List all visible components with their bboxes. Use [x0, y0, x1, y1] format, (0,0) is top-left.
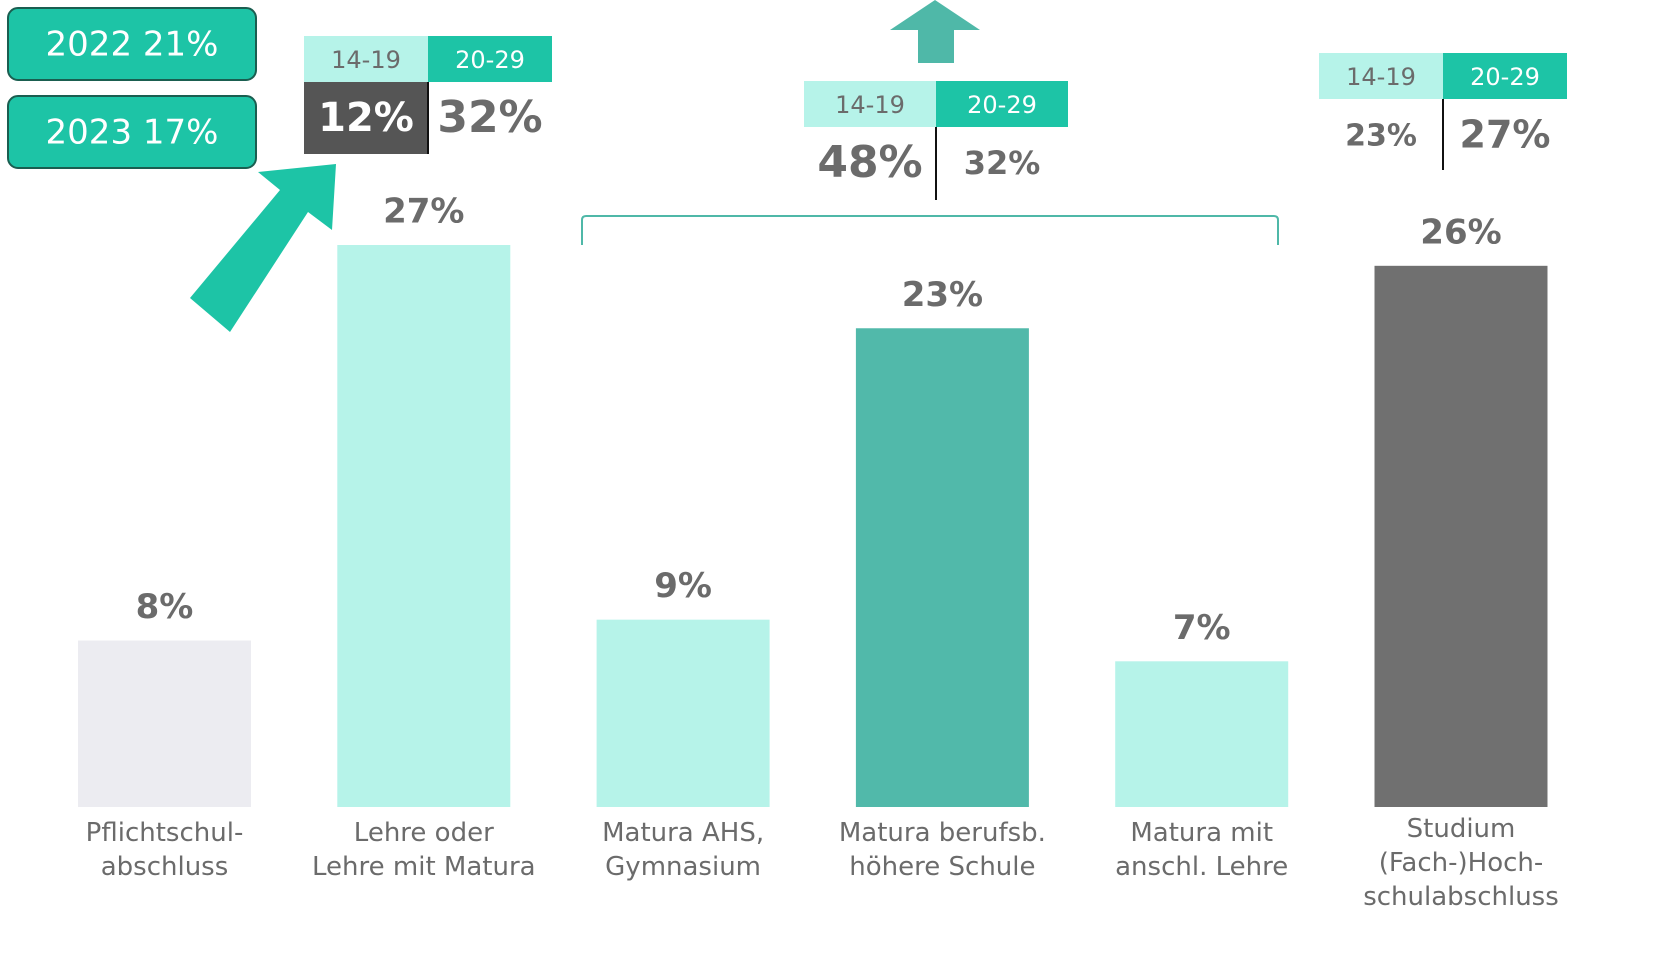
breakdown-value: 27%: [1460, 113, 1551, 157]
header-cell: [1319, 53, 1443, 99]
bracket: [581, 215, 1279, 245]
value-label: 26%: [1420, 212, 1501, 252]
bar: [855, 328, 1029, 807]
legend-box: [7, 95, 257, 169]
breakdown-value: 48%: [817, 137, 922, 188]
highlight-cell: [304, 82, 428, 154]
header-text: 20-29: [967, 91, 1037, 119]
header-text: 14-19: [835, 91, 905, 119]
bar: [78, 640, 251, 807]
category-label: Matura AHS, Gymnasium: [602, 818, 765, 882]
value-label: 7%: [1173, 608, 1231, 648]
category-label: Lehre oder Lehre mit Matura: [312, 818, 536, 882]
value-label: 23%: [902, 275, 983, 315]
category-label: Matura berufsb. höhere Schule: [838, 818, 1046, 882]
header-cell: [804, 81, 936, 127]
header-text: 14-19: [331, 46, 401, 74]
header-text: 14-19: [1346, 63, 1416, 91]
header-cell: [304, 36, 428, 82]
category-label: Pflichtschul- abschluss: [85, 818, 244, 882]
category-label: Studium (Fach-)Hoch- schulabschluss: [1363, 814, 1559, 912]
header-text: 20-29: [1470, 63, 1540, 91]
breakdown-value: 12%: [318, 95, 414, 141]
value-label: 9%: [654, 566, 712, 606]
header-text: 20-29: [455, 46, 525, 74]
legend-text: 2022 21%: [46, 25, 219, 65]
value-label: 8%: [136, 587, 194, 627]
bar: [1115, 661, 1289, 807]
value-label: 27%: [383, 192, 464, 232]
bar: [337, 245, 511, 807]
arrow-diagonal: [190, 164, 336, 332]
header-cell: [428, 36, 552, 82]
header-cell: [1443, 53, 1567, 99]
category-label: Matura mit anschl. Lehre: [1115, 818, 1289, 882]
legend-text: 2023 17%: [46, 113, 219, 153]
header-cell: [936, 81, 1068, 127]
breakdown-value: 32%: [964, 144, 1041, 182]
breakdown-value: 32%: [437, 92, 542, 143]
bar: [596, 619, 770, 807]
legend-box: [7, 7, 257, 81]
arrow-up: [890, 0, 980, 63]
breakdown-value: 23%: [1345, 119, 1417, 154]
bar: [1374, 265, 1548, 807]
